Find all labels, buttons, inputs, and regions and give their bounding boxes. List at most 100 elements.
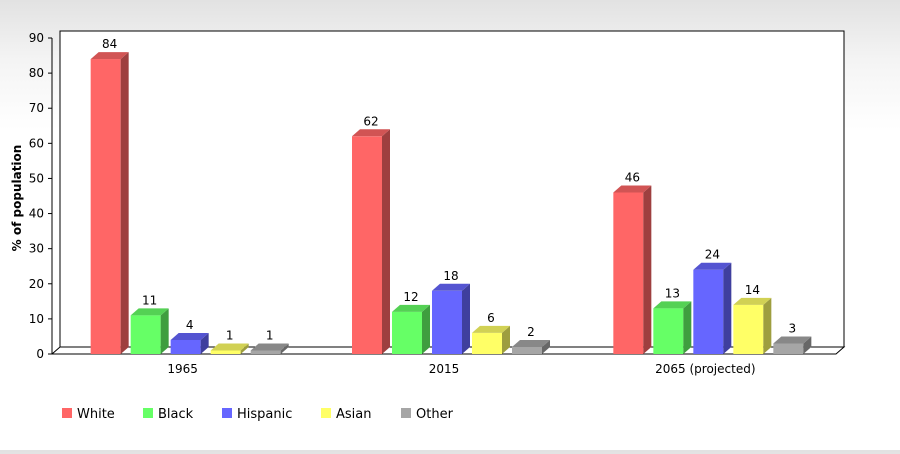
y-tick-label: 90 [29, 31, 44, 45]
bar-value-label: 24 [705, 248, 720, 262]
legend-label: Black [158, 407, 194, 422]
bar-side [422, 304, 430, 354]
bar-value-label: 4 [186, 318, 194, 332]
bar-side [683, 301, 692, 354]
legend-label: Hispanic [237, 407, 292, 422]
legend-label: Other [416, 407, 454, 422]
legend-swatch [321, 408, 331, 418]
bar-value-label: 3 [789, 321, 797, 335]
bar-front [210, 350, 241, 354]
bar-top [733, 297, 772, 305]
bar-side [280, 343, 289, 354]
bar-front [693, 269, 724, 354]
bar-front [472, 332, 502, 354]
bar [392, 304, 430, 354]
bar-side [120, 52, 129, 355]
bar [352, 129, 390, 354]
y-tick-label: 30 [29, 242, 44, 256]
bar-top [352, 129, 390, 137]
bar-front [90, 59, 121, 355]
bar [130, 308, 169, 354]
bar-top [512, 339, 550, 347]
bar-side [502, 325, 510, 354]
bar-front [653, 308, 684, 354]
bar [773, 336, 812, 354]
bar-value-label: 62 [363, 114, 378, 128]
bar-side [803, 336, 812, 354]
y-tick-label: 50 [29, 171, 44, 185]
y-tick-label: 60 [29, 136, 44, 150]
bar-side [160, 308, 169, 354]
legend-swatch [62, 408, 72, 418]
legend-label: Asian [336, 407, 371, 422]
bar-top [653, 301, 692, 309]
bar-front [613, 192, 644, 354]
bar-front [250, 350, 281, 354]
bar-top [90, 52, 129, 60]
bar [210, 343, 249, 354]
bar-value-label: 2 [527, 325, 535, 339]
bar [733, 297, 772, 354]
bar [90, 52, 129, 355]
bar-top [250, 343, 289, 351]
bar-top [472, 325, 510, 333]
bar-front [432, 290, 462, 354]
bar-front [352, 136, 382, 354]
bar-front [170, 339, 201, 354]
bar-top [432, 283, 470, 291]
bar [613, 185, 652, 354]
y-tick-label: 70 [29, 101, 44, 115]
legend-swatch [222, 408, 232, 418]
x-category-label: 2015 [429, 362, 460, 376]
bar-front [392, 311, 422, 354]
bar [170, 332, 209, 354]
y-tick-label: 10 [29, 312, 44, 326]
bar-side [643, 185, 652, 354]
bar [512, 339, 550, 354]
bar-front [773, 343, 804, 354]
bar-value-label: 12 [403, 290, 418, 304]
legend-swatch [401, 408, 411, 418]
bar-top [130, 308, 169, 316]
legend-swatch [143, 408, 153, 418]
x-category-label: 1965 [167, 362, 198, 376]
bar-value-label: 14 [745, 283, 760, 297]
bar-value-label: 18 [443, 269, 458, 283]
bar-side [382, 129, 390, 354]
bar-side [462, 283, 470, 354]
bar-front [130, 315, 161, 354]
bar-top [693, 262, 732, 270]
bar-top [392, 304, 430, 312]
bar-value-label: 6 [487, 311, 495, 325]
y-tick-label: 40 [29, 207, 44, 221]
y-tick-label: 20 [29, 277, 44, 291]
bar [250, 343, 289, 354]
x-category-label: 2065 (projected) [655, 362, 755, 376]
bar-top [773, 336, 812, 344]
bar-value-label: 1 [266, 328, 274, 342]
bar [472, 325, 510, 354]
bar-top [613, 185, 652, 193]
bar-side [542, 339, 550, 354]
legend-label: White [77, 407, 115, 422]
bar-side [240, 343, 249, 354]
bar-top [210, 343, 249, 351]
bar-side [763, 297, 772, 354]
bar-side [200, 332, 209, 354]
y-axis-label: % of population [10, 145, 24, 252]
bar-value-label: 13 [665, 286, 680, 300]
bar [653, 301, 692, 354]
bar-front [512, 346, 542, 354]
bar-side [723, 262, 732, 354]
bar [693, 262, 732, 354]
bar-top [170, 332, 209, 340]
y-tick-label: 0 [36, 347, 44, 361]
bar [432, 283, 470, 354]
y-tick-label: 80 [29, 66, 44, 80]
bar-value-label: 46 [625, 170, 640, 184]
bar-value-label: 84 [102, 37, 117, 51]
bar-front [733, 304, 764, 354]
bar-value-label: 1 [226, 328, 234, 342]
